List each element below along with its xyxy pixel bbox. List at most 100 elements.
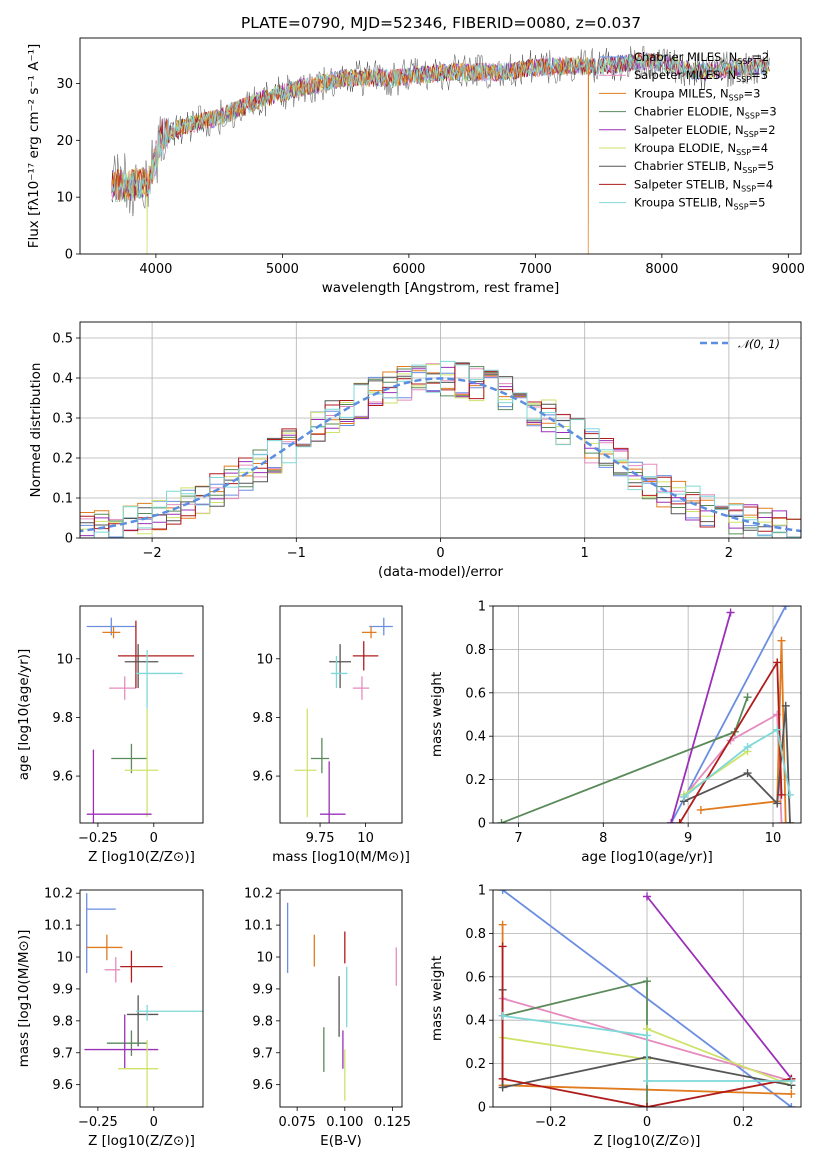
y-tick-label: 0 [478, 817, 486, 832]
legend-entry: Chabrier STELIB, NSSP=5 [634, 159, 774, 175]
legend-subscript: SSP [729, 93, 744, 102]
errorbar-kroupa-elodie [124, 708, 159, 818]
errorbar-kroupa-stelib [330, 655, 348, 689]
series-point [773, 725, 782, 734]
series-line [670, 606, 787, 823]
series-salpeter-elodie [643, 892, 796, 1083]
axes-frame [492, 605, 802, 824]
axes-frame [79, 321, 802, 539]
x-tick-label: −0.25 [78, 831, 118, 846]
legend-subscript: SSP [736, 148, 751, 157]
series-point [743, 743, 752, 752]
y-tick-label: 9.9 [52, 982, 73, 997]
errorbar-kroupa-miles [361, 626, 377, 639]
legend-entry: Salpeter MILES, NSSP=3 [634, 68, 768, 84]
series-point [781, 606, 790, 610]
y-tick-label: 0.6 [465, 686, 486, 701]
axes-frame [79, 889, 204, 1108]
errorbar-salpeter-stelib [120, 950, 163, 983]
legend-value: =5 [757, 159, 774, 173]
plot-area [493, 606, 801, 823]
errorbar-chabrier-elodie [111, 743, 148, 774]
y-tick-label: 9.8 [52, 1014, 73, 1029]
y-tick-label: 0.8 [465, 927, 486, 942]
y-tick-label: 0 [65, 532, 73, 547]
y-axis-label: Normed distribution [28, 363, 44, 498]
series-point [781, 819, 790, 823]
legend-entry: Chabrier ELODIE, NSSP=3 [634, 105, 777, 121]
y-axis-label: mass weight [429, 956, 445, 1041]
y-tick-label: 9.6 [52, 770, 73, 785]
x-tick-label: 0 [436, 546, 444, 561]
errorbar-chabrier-stelib [126, 995, 159, 1047]
chart-panels: 4000 5000 6000 7000 8000 90000102030wavelengt… [16, 37, 805, 1149]
x-axis-label: age [log10(age/yr)] [581, 849, 713, 865]
legend-value: =2 [759, 123, 776, 137]
y-tick-label: 0.5 [52, 332, 73, 347]
y-tick-label: 9.7 [52, 1046, 73, 1061]
legend-entry: Chabrier MILES, NSSP=2 [634, 50, 769, 66]
y-tick-label: 0 [478, 1101, 486, 1116]
y-tick-label: 9.8 [52, 711, 73, 726]
x-tick-label: 0 [643, 1115, 651, 1130]
legend-entry: 𝒩(0, 1) [738, 337, 780, 351]
errorbar-kroupa-stelib [135, 649, 183, 709]
panel-age-vs-Z: −0.25 0 9.6 9.8 10 Z [log10(Z/Z⊙)] age [log10(… [16, 605, 204, 865]
x-tick-label: 0 [150, 1115, 158, 1130]
legend-value: =3 [744, 86, 761, 100]
x-tick-label: 0.125 [374, 1115, 411, 1130]
x-axis-label: Z [log10(Z/Z⊙)] [88, 849, 195, 865]
x-tick-label: 9.75 [306, 831, 335, 846]
x-tick-label: 9000 [772, 262, 805, 277]
x-axis-label: (data-model)/error [378, 564, 504, 580]
series-line [501, 696, 749, 823]
errorbar-salpeter-stelib [118, 620, 195, 689]
y-tick-label: 0.4 [465, 1014, 486, 1029]
series-point [498, 1083, 507, 1092]
series-salpeter-miles [679, 710, 786, 823]
x-axis-label: wavelength [Angstrom, rest frame] [322, 280, 560, 296]
series-point [643, 892, 651, 901]
y-tick-label: 20 [56, 134, 73, 149]
x-tick-label: 0.075 [279, 1115, 316, 1130]
x-tick-label: 0 [150, 831, 158, 846]
x-tick-label: −0.25 [78, 1115, 118, 1130]
series-point [777, 819, 786, 823]
y-tick-label: 0.2 [52, 452, 73, 467]
plot-area [86, 617, 195, 823]
panel-spectrum: 4000 5000 6000 7000 8000 9000 0 10 20 30 wavelengt… [26, 37, 805, 296]
series-point [743, 693, 752, 702]
x-tick-label: −1 [287, 546, 306, 561]
legend-entry: Kroupa ELODIE, NSSP=4 [634, 141, 768, 157]
x-tick-label: 5000 [266, 262, 299, 277]
series-point [743, 769, 752, 778]
legend-subscript: SSP [734, 203, 749, 212]
x-axis-label: E(B-V) [320, 1133, 362, 1149]
series-point [726, 608, 735, 617]
x-tick-label: −2 [143, 546, 162, 561]
spectrum-line-kroupa-stelib [111, 52, 770, 203]
axes-frame [279, 605, 403, 824]
panel-massweight-vs-age: 7 8 9 10 0 0.2 0.4 0.6 0.8 1 age [log10(age/yr)] ma… [429, 600, 802, 865]
x-axis-label: Z [log10(Z/Z⊙)] [88, 1133, 195, 1149]
panel-residuals: −2 −1 0 1 2 0 0.1 0.2 0.3 0.4 0.5 (data-model)/erro… [28, 321, 802, 580]
series-point [787, 1076, 796, 1085]
y-tick-label: 0.2 [465, 773, 486, 788]
series-point [643, 1103, 651, 1107]
series-chabrier-stelib [679, 701, 794, 823]
histogram-kroupa-stelib [80, 360, 801, 538]
y-tick-label: 10 [56, 951, 73, 966]
x-tick-label: 6000 [392, 262, 425, 277]
y-tick-label: 10.1 [244, 919, 273, 934]
axes-frame [279, 889, 403, 1108]
x-tick-label: 8 [599, 831, 607, 846]
series-point [787, 1103, 796, 1107]
y-tick-label: 0.1 [52, 492, 73, 507]
x-tick-label: 7 [514, 831, 522, 846]
errorbar-kroupa-elodie [118, 1039, 159, 1107]
errorbar-chabrier-elodie [310, 737, 330, 774]
series-point [498, 920, 507, 929]
legend-subscript: SSP [736, 75, 751, 84]
y-tick-label: 0.8 [465, 643, 486, 658]
legend-value: =2 [752, 50, 769, 64]
